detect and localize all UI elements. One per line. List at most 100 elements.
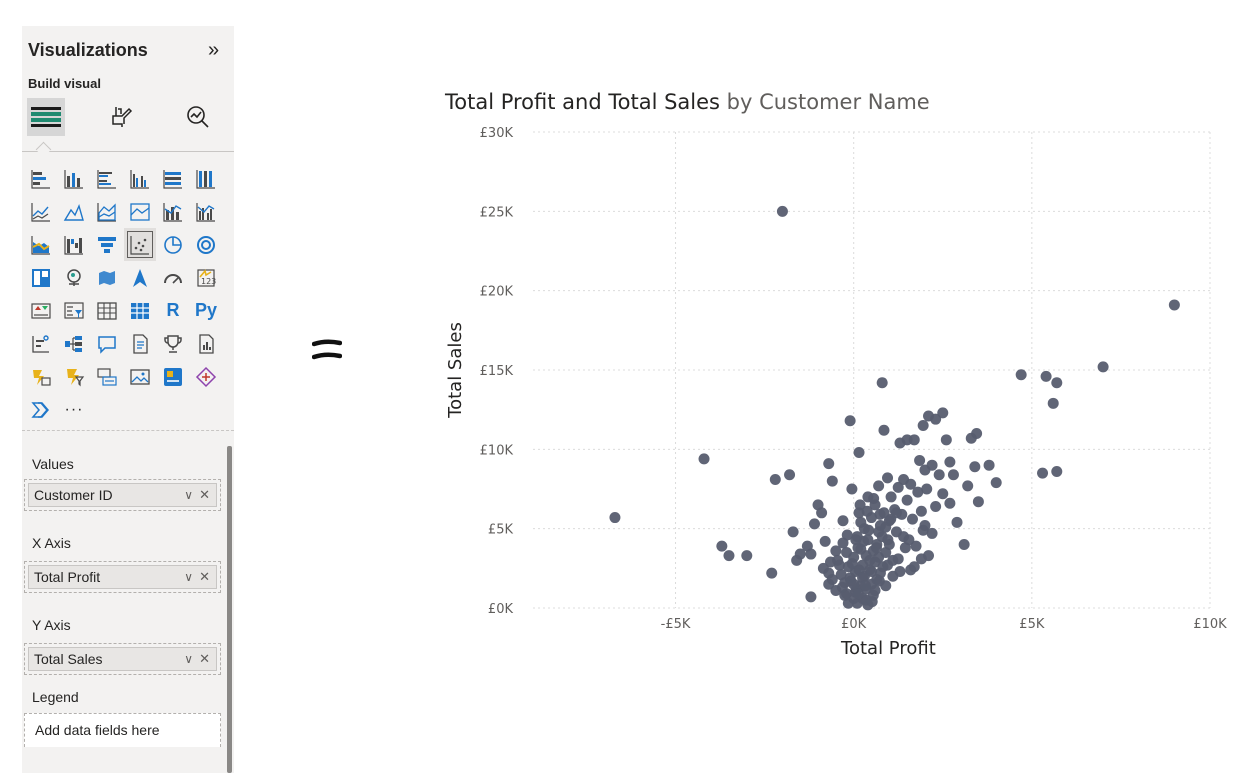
- clustered-bar-chart-icon[interactable]: [91, 162, 123, 195]
- data-point: [940, 434, 952, 446]
- data-point: [1097, 361, 1109, 373]
- values-field-name: Customer ID: [34, 487, 113, 503]
- smart-narrative-icon[interactable]: [124, 327, 156, 360]
- data-point: [723, 550, 735, 562]
- data-point: [912, 486, 924, 498]
- mode-divider: [22, 151, 234, 152]
- line-chart-icon[interactable]: [25, 195, 57, 228]
- data-point: [1015, 369, 1027, 381]
- analytics-icon[interactable]: [179, 98, 217, 136]
- data-point: [926, 527, 938, 539]
- close-icon[interactable]: ✕: [199, 569, 210, 584]
- chevron-down-icon[interactable]: ∨: [184, 652, 194, 666]
- power-apps-icon[interactable]: [25, 360, 57, 393]
- close-icon[interactable]: ✕: [199, 487, 210, 502]
- data-point: [1168, 299, 1180, 311]
- y-tick-label: £5K: [488, 523, 514, 538]
- x-tick-label: £0K: [841, 617, 867, 632]
- scatter-chart[interactable]: Total Profit and Total Sales by Customer…: [430, 80, 1240, 680]
- values-field-pill[interactable]: Customer ID ∨ ✕: [28, 483, 217, 507]
- 100-stacked-area-chart-icon[interactable]: [124, 195, 156, 228]
- build-visual-icon[interactable]: [27, 98, 65, 136]
- ribbon-chart-icon[interactable]: [25, 228, 57, 261]
- data-point: [846, 558, 858, 570]
- x-axis-well[interactable]: Total Profit ∨ ✕: [24, 561, 221, 593]
- line-and-stacked-column-chart-icon[interactable]: [157, 195, 189, 228]
- 100-stacked-bar-chart-icon[interactable]: [157, 162, 189, 195]
- chart-title-main: Total Profit and Total Sales: [444, 90, 720, 114]
- data-point: [741, 550, 753, 562]
- line-and-clustered-column-chart-icon[interactable]: [190, 195, 222, 228]
- donut-chart-icon[interactable]: [190, 228, 222, 261]
- data-point: [787, 526, 799, 538]
- 100-stacked-column-chart-icon[interactable]: [190, 162, 222, 195]
- data-point: [866, 596, 878, 608]
- more-visuals-icon[interactable]: ···: [58, 393, 90, 426]
- y-axis-field-name: Total Sales: [34, 651, 103, 667]
- metrics-trophy-icon[interactable]: [157, 327, 189, 360]
- card-icon[interactable]: 123: [190, 261, 222, 294]
- decomposition-tree-icon[interactable]: [58, 327, 90, 360]
- data-point: [901, 494, 913, 506]
- filled-map-icon[interactable]: [91, 261, 123, 294]
- clustered-column-chart-icon[interactable]: [124, 162, 156, 195]
- data-point: [971, 427, 983, 439]
- y-axis-field-pill[interactable]: Total Sales ∨ ✕: [28, 647, 217, 671]
- visual-gallery: 123 R Py ···: [25, 162, 223, 426]
- python-visual-icon[interactable]: Py: [190, 294, 222, 327]
- data-point: [917, 420, 929, 432]
- values-well[interactable]: Customer ID ∨ ✕: [24, 479, 221, 511]
- chevron-down-icon[interactable]: ∨: [184, 488, 194, 502]
- data-point: [892, 553, 904, 565]
- slicer-icon[interactable]: [58, 294, 90, 327]
- data-point: [823, 578, 835, 590]
- close-icon[interactable]: ✕: [199, 651, 210, 666]
- format-visual-icon[interactable]: [102, 98, 140, 136]
- diamond-visual-icon[interactable]: [190, 360, 222, 393]
- stacked-area-chart-icon[interactable]: [91, 195, 123, 228]
- area-chart-icon[interactable]: [58, 195, 90, 228]
- stacked-bar-chart-icon[interactable]: [25, 162, 57, 195]
- data-point: [915, 553, 927, 565]
- data-point: [826, 475, 838, 487]
- multi-row-card-icon[interactable]: [91, 360, 123, 393]
- map-icon[interactable]: [58, 261, 90, 294]
- x-tick-label: £10K: [1193, 617, 1227, 632]
- double-chevron-right-icon[interactable]: »: [208, 39, 220, 61]
- table-icon[interactable]: [91, 294, 123, 327]
- data-point: [882, 534, 894, 546]
- y-axis-well[interactable]: Total Sales ∨ ✕: [24, 643, 221, 675]
- paginated-report-icon[interactable]: [190, 327, 222, 360]
- r-script-visual-icon[interactable]: R: [157, 294, 189, 327]
- y-tick-label: £15K: [480, 364, 514, 379]
- legend-well[interactable]: Add data fields here: [24, 713, 221, 747]
- scatter-chart-icon[interactable]: [124, 228, 156, 261]
- data-point: [1037, 467, 1049, 479]
- key-influencers-icon[interactable]: [25, 327, 57, 360]
- pane-scrollbar[interactable]: [227, 446, 232, 773]
- chevron-forward-visual-icon[interactable]: [25, 393, 57, 426]
- stacked-column-chart-icon[interactable]: [58, 162, 90, 195]
- data-point: [873, 575, 885, 587]
- power-automate-icon[interactable]: [58, 360, 90, 393]
- data-point: [830, 585, 842, 597]
- x-axis-field-pill[interactable]: Total Profit ∨ ✕: [28, 565, 217, 589]
- waterfall-chart-icon[interactable]: [58, 228, 90, 261]
- funnel-icon[interactable]: [91, 228, 123, 261]
- azure-map-icon[interactable]: [124, 261, 156, 294]
- data-point: [776, 205, 788, 217]
- matrix-icon[interactable]: [124, 294, 156, 327]
- data-point: [852, 588, 864, 600]
- qa-icon[interactable]: [91, 327, 123, 360]
- kpi-icon[interactable]: [25, 294, 57, 327]
- data-point: [969, 461, 981, 473]
- treemap-icon[interactable]: [25, 261, 57, 294]
- build-visual-label: Build visual: [28, 76, 101, 91]
- gauge-icon[interactable]: [157, 261, 189, 294]
- image-icon[interactable]: [124, 360, 156, 393]
- chevron-down-icon[interactable]: ∨: [184, 570, 194, 584]
- new-card-icon[interactable]: [157, 360, 189, 393]
- y-tick-label: £30K: [480, 126, 514, 141]
- data-point: [837, 515, 849, 527]
- pie-chart-icon[interactable]: [157, 228, 189, 261]
